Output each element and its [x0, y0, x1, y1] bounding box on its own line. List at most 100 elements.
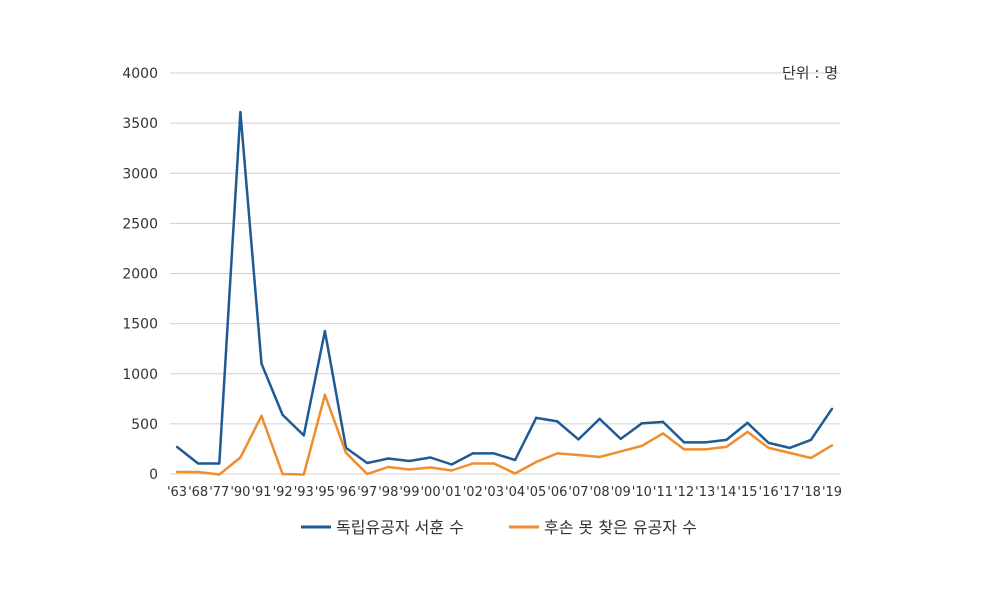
- y-tick-label: 4000: [122, 66, 158, 82]
- data-point-series-1: [746, 421, 749, 425]
- series-line-2: [177, 393, 833, 476]
- x-tick-label: '06: [547, 485, 567, 500]
- data-point-series-1: [218, 462, 221, 465]
- data-point-series-2: [408, 468, 411, 471]
- x-tick-label: '08: [590, 485, 610, 500]
- x-tick-label: '04: [505, 485, 525, 500]
- x-tick-label: '03: [484, 485, 504, 500]
- x-tick-label: '14: [716, 485, 736, 500]
- data-point-series-2: [281, 472, 284, 476]
- data-point-series-1: [577, 438, 580, 441]
- data-point-series-2: [809, 456, 813, 460]
- data-point-series-2: [492, 462, 496, 465]
- y-tick-label: 2000: [122, 267, 158, 283]
- y-tick-label: 0: [149, 467, 158, 483]
- x-tick-label: '63: [167, 485, 187, 500]
- series-lines: [175, 110, 834, 476]
- data-point-series-2: [260, 414, 263, 418]
- data-point-series-1: [471, 452, 475, 455]
- data-point-series-1: [365, 461, 369, 465]
- data-point-series-1: [640, 422, 644, 425]
- data-point-series-1: [408, 459, 411, 463]
- data-point-series-2: [788, 451, 791, 455]
- data-point-series-2: [830, 444, 834, 447]
- legend-label-series-1: 독립유공자 서훈 수: [336, 518, 464, 537]
- data-point-series-1: [196, 462, 200, 465]
- x-tick-label: '91: [251, 485, 271, 500]
- data-point-series-2: [302, 473, 305, 476]
- legend-label-series-2: 후손 못 찾은 유공자 수: [544, 518, 697, 537]
- data-point-series-2: [196, 470, 200, 474]
- data-point-series-1: [450, 463, 453, 466]
- data-point-series-2: [767, 446, 770, 450]
- x-tick-label: '15: [737, 485, 757, 500]
- x-tick-label: '19: [822, 485, 842, 500]
- data-point-series-1: [661, 420, 665, 424]
- data-point-series-2: [725, 445, 728, 449]
- x-tick-label: '16: [759, 485, 779, 500]
- data-point-series-2: [429, 466, 432, 469]
- data-point-series-1: [534, 416, 538, 420]
- x-tick-label: '13: [695, 485, 715, 500]
- data-point-series-1: [323, 329, 327, 333]
- legend: 독립유공자 서훈 수 후손 못 찾은 유공자 수: [301, 518, 697, 537]
- data-point-series-2: [619, 450, 622, 453]
- x-tick-label: '90: [230, 485, 250, 500]
- x-tick-label: '93: [294, 485, 314, 500]
- x-tick-label: '02: [463, 485, 483, 500]
- data-point-series-1: [281, 413, 284, 417]
- data-point-series-2: [175, 470, 179, 474]
- x-tick-label: '97: [357, 485, 377, 500]
- data-point-series-2: [640, 444, 644, 448]
- data-point-series-1: [830, 407, 834, 411]
- data-point-series-2: [598, 455, 601, 459]
- y-tick-label: 3000: [122, 166, 158, 182]
- data-point-series-1: [682, 441, 686, 444]
- x-tick-label: '07: [568, 485, 588, 500]
- data-point-series-1: [704, 441, 707, 444]
- x-tick-label: '95: [315, 485, 335, 500]
- data-point-series-2: [471, 462, 475, 465]
- x-tick-label: '10: [632, 485, 652, 500]
- data-point-series-2: [577, 453, 580, 457]
- y-tick-label: 3500: [122, 116, 158, 132]
- data-point-series-1: [619, 437, 622, 441]
- x-tick-label: '01: [442, 485, 462, 500]
- series-line-1: [176, 110, 834, 466]
- x-tick-label: '77: [209, 485, 229, 500]
- data-point-series-1: [260, 362, 263, 365]
- data-point-series-1: [302, 434, 305, 437]
- x-tick-label: '18: [801, 485, 821, 500]
- x-tick-label: '17: [780, 485, 800, 500]
- data-point-series-1: [429, 456, 432, 459]
- legend-item-series-1: 독립유공자 서훈 수: [301, 518, 464, 537]
- data-point-series-2: [556, 452, 559, 455]
- data-point-series-1: [598, 417, 601, 421]
- data-point-series-2: [450, 469, 453, 472]
- x-tick-label: '09: [611, 485, 631, 500]
- y-tick-label: 500: [131, 417, 158, 433]
- data-point-series-2: [534, 460, 538, 464]
- data-point-series-1: [387, 457, 390, 460]
- data-point-series-2: [218, 473, 221, 476]
- y-tick-label: 2500: [122, 216, 158, 232]
- x-tick-label: '92: [273, 485, 293, 500]
- x-tick-label: '96: [336, 485, 356, 500]
- data-point-series-2: [323, 393, 327, 397]
- data-point-series-1: [788, 446, 791, 450]
- data-point-series-1: [725, 438, 728, 442]
- x-tick-label: '00: [420, 485, 440, 500]
- data-point-series-2: [365, 472, 369, 476]
- data-point-series-1: [767, 441, 770, 445]
- data-point-series-2: [239, 456, 242, 459]
- data-point-series-1: [556, 420, 559, 423]
- data-point-series-2: [513, 472, 517, 475]
- x-tick-label: '68: [188, 485, 208, 500]
- unit-label: 단위 : 명: [782, 64, 838, 82]
- y-axis-ticks: 0 500 1000 1500 2000 2500 3000 3500 4000: [122, 66, 158, 483]
- data-point-series-1: [809, 438, 813, 442]
- x-tick-label: '05: [526, 485, 546, 500]
- x-tick-label: '11: [653, 485, 673, 500]
